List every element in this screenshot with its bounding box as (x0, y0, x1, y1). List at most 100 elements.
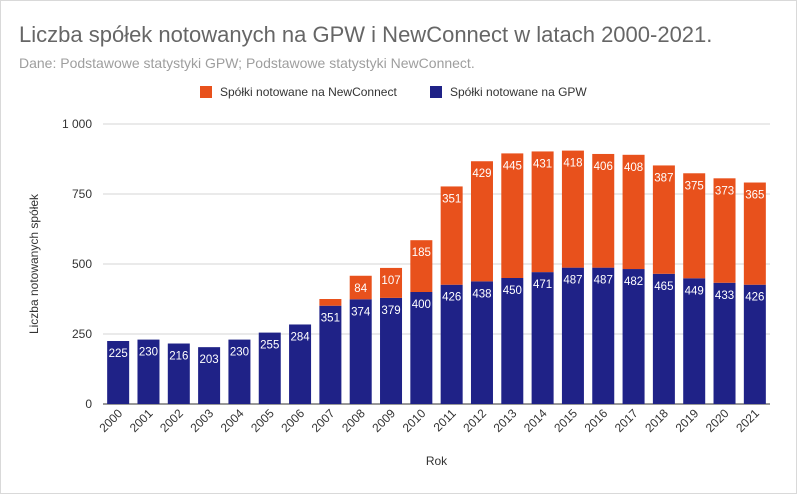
bar-gpw-2010 (410, 292, 433, 404)
data-label-gpw: 487 (563, 275, 582, 287)
x-tick-label: 2016 (582, 406, 611, 435)
bar-gpw-2005 (258, 332, 281, 404)
data-label-newconnect: 84 (354, 283, 367, 295)
x-tick-label: 2007 (309, 406, 338, 435)
bar-newconnect-2014 (531, 151, 554, 273)
bar-gpw-2000 (107, 341, 130, 404)
bar-gpw-2006 (289, 324, 312, 404)
x-tick-label: 2015 (551, 406, 580, 435)
data-label-gpw: 426 (745, 292, 764, 304)
bar-gpw-2011 (440, 284, 463, 404)
legend-label: Spółki notowane na GPW (450, 85, 587, 99)
x-tick-label: 2020 (703, 406, 732, 435)
data-label-gpw: 216 (169, 351, 188, 363)
data-label-gpw: 449 (685, 285, 704, 297)
data-label-newconnect: 429 (472, 168, 491, 180)
x-tick-label: 2006 (278, 406, 307, 435)
data-label-newconnect: 408 (624, 162, 643, 174)
legend-swatch (200, 86, 212, 98)
bar-newconnect-2015 (561, 150, 584, 268)
data-label-newconnect: 107 (381, 275, 400, 287)
x-tick-label: 2013 (491, 406, 520, 435)
x-axis-label: Rok (426, 454, 448, 468)
y-tick-label: 250 (72, 327, 92, 341)
x-tick-label: 2009 (369, 406, 398, 435)
x-tick-label: 2000 (96, 406, 125, 435)
x-tick-label: 2004 (218, 406, 247, 435)
data-label-gpw: 433 (715, 290, 734, 302)
bar-newconnect-2017 (622, 154, 645, 270)
data-label-newconnect: 185 (412, 247, 431, 259)
x-tick-label: 2010 (400, 406, 429, 435)
bar-gpw-2016 (592, 267, 615, 404)
chart-title: Liczba spółek notowanych na GPW i NewCon… (19, 22, 713, 47)
bar-newconnect-2012 (470, 161, 493, 282)
chart-subtitle: Dane: Podstawowe statystyki GPW; Podstaw… (19, 55, 475, 71)
bar-newconnect-2016 (592, 153, 615, 268)
y-tick-label: 750 (72, 187, 92, 201)
x-tick-label: 2019 (673, 406, 702, 435)
y-tick-label: 0 (85, 397, 92, 411)
data-label-newconnect: 406 (594, 161, 613, 173)
bar-gpw-2015 (561, 267, 584, 404)
x-tick-label: 2003 (187, 406, 216, 435)
bar-gpw-2021 (743, 284, 766, 404)
bar-newconnect-2020 (713, 178, 736, 283)
bar-gpw-2013 (501, 278, 524, 404)
bar-gpw-2012 (470, 281, 493, 404)
legend-swatch (430, 86, 442, 98)
bar-newconnect-2018 (652, 165, 675, 274)
x-tick-label: 2005 (248, 406, 277, 435)
data-label-gpw: 400 (412, 299, 431, 311)
bar-gpw-2008 (349, 299, 372, 404)
data-label-newconnect: 375 (685, 180, 704, 192)
data-label-gpw: 284 (290, 331, 310, 343)
data-label-gpw: 482 (624, 276, 643, 288)
data-label-gpw: 230 (230, 347, 249, 359)
bar-gpw-2003 (198, 347, 221, 404)
data-label-newconnect: 418 (563, 158, 582, 170)
bar-newconnect-2019 (683, 173, 706, 279)
bar-newconnect-2007 (319, 299, 342, 306)
data-label-gpw: 379 (381, 305, 400, 317)
bar-newconnect-2013 (501, 153, 524, 278)
bar-gpw-2018 (652, 273, 675, 404)
x-tick-label: 2017 (612, 406, 641, 435)
bar-gpw-2007 (319, 305, 342, 404)
data-label-gpw: 225 (109, 348, 128, 360)
legend-label: Spółki notowane na NewConnect (220, 85, 397, 99)
data-label-newconnect: 365 (745, 190, 764, 202)
data-label-gpw: 426 (442, 292, 461, 304)
data-label-gpw: 203 (200, 354, 219, 366)
x-tick-label: 2018 (642, 406, 671, 435)
data-label-gpw: 471 (533, 279, 552, 291)
data-label-gpw: 230 (139, 347, 158, 359)
data-label-gpw: 438 (472, 288, 491, 300)
x-tick-label: 2012 (460, 406, 489, 435)
data-label-gpw: 374 (351, 306, 371, 318)
data-label-newconnect: 431 (533, 158, 552, 170)
data-label-gpw: 487 (594, 275, 613, 287)
x-tick-label: 2014 (521, 406, 550, 435)
bar-gpw-2014 (531, 272, 554, 404)
bar-gpw-2020 (713, 282, 736, 404)
data-label-gpw: 465 (654, 281, 673, 293)
bar-newconnect-2011 (440, 186, 463, 285)
data-label-gpw: 255 (260, 340, 279, 352)
data-label-gpw: 450 (503, 285, 522, 297)
x-tick-label: 2021 (733, 406, 762, 435)
bar-gpw-2009 (380, 297, 403, 404)
y-tick-label: 1 000 (62, 117, 92, 131)
bar-gpw-2019 (683, 278, 706, 404)
data-label-newconnect: 387 (654, 172, 673, 184)
bar-newconnect-2021 (743, 182, 766, 285)
x-tick-label: 2011 (431, 406, 459, 434)
data-label-gpw: 351 (321, 313, 340, 325)
bar-gpw-2004 (228, 339, 251, 404)
x-tick-label: 2001 (127, 406, 156, 435)
data-label-newconnect: 351 (442, 193, 461, 205)
bar-newconnect-2010 (410, 240, 433, 292)
y-tick-label: 500 (72, 257, 92, 271)
data-label-newconnect: 373 (715, 185, 734, 197)
